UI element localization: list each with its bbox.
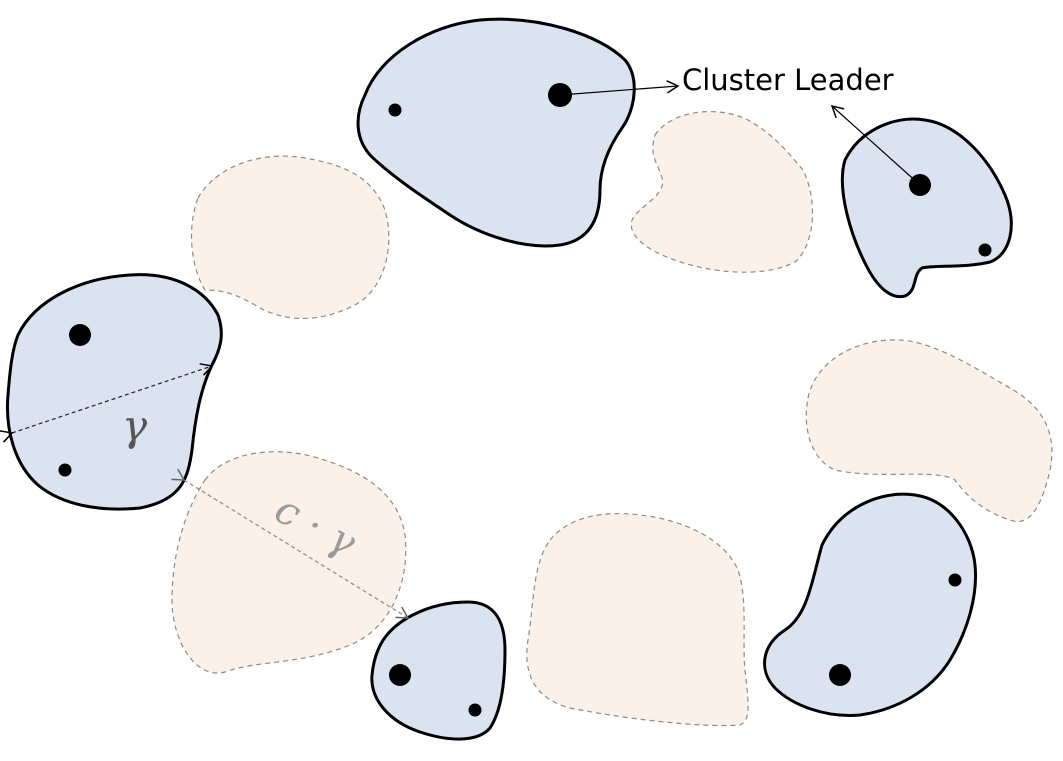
gamma-label: γ [122, 401, 148, 450]
cluster-bottom-right[interactable] [763, 492, 977, 717]
member-node-bottom-right[interactable] [948, 573, 962, 587]
member-node-left[interactable] [58, 463, 72, 477]
cluster-top-center[interactable] [356, 17, 636, 248]
gap-region-right [805, 339, 1053, 523]
gap-region-upper-middle [630, 110, 813, 273]
leader-node-bottom-right[interactable] [829, 664, 851, 686]
gap-region-upper-left [190, 155, 390, 319]
cluster-left[interactable] [6, 273, 223, 511]
c-gamma-measure-line [171, 468, 410, 619]
gap-region-lower-left [171, 451, 407, 674]
member-node-top-center[interactable] [388, 103, 402, 117]
member-node-bottom-center[interactable] [468, 703, 482, 717]
leader-arrow-top-right [830, 104, 921, 186]
cluster-leader-label: Cluster Leader [682, 63, 894, 97]
member-node-top-right[interactable] [978, 243, 992, 257]
leader-node-left[interactable] [69, 324, 91, 346]
cluster-top-right[interactable] [840, 117, 1013, 299]
gap-region-lower-middle [526, 512, 749, 727]
leader-arrow-top-center [559, 80, 680, 96]
gamma-measure-line [0, 363, 214, 443]
leader-node-bottom-center[interactable] [389, 664, 411, 686]
